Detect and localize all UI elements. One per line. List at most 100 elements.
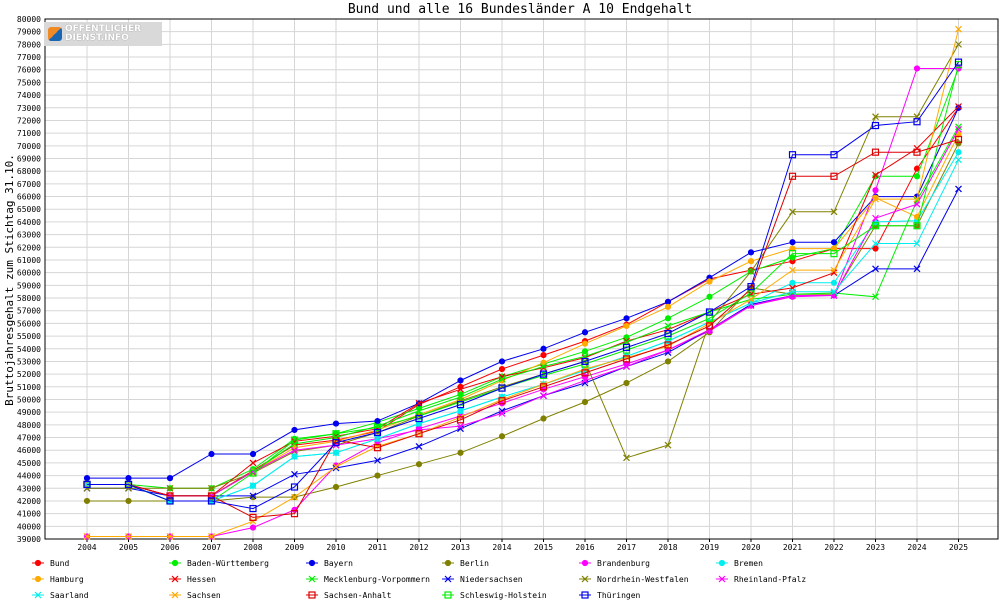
- y-tick-label: 78000: [17, 40, 41, 49]
- data-point: [581, 348, 589, 355]
- data-point: [830, 239, 838, 246]
- data-point: [291, 453, 298, 460]
- series-line: [87, 68, 959, 537]
- y-tick-label: 50000: [17, 395, 41, 404]
- data-point: [747, 283, 755, 291]
- x-tick-label: 2011: [368, 543, 387, 552]
- legend-marker: [718, 559, 726, 567]
- legend-label: Thüringen: [597, 591, 641, 600]
- legend: Bund Baden-Württemberg Bayern Berlin Branden…: [32, 559, 806, 600]
- legend-item: Schleswig-Holstein: [442, 591, 547, 600]
- x-tick-label: 2021: [783, 543, 802, 552]
- series-0: [83, 104, 962, 499]
- y-tick-label: 68000: [17, 167, 41, 176]
- legend-label: Sachsen-Anhalt: [324, 591, 392, 600]
- y-tick-label: 74000: [17, 91, 41, 100]
- data-point: [913, 118, 921, 126]
- x-tick-label: 2007: [202, 543, 221, 552]
- legend-item: Thüringen: [579, 591, 641, 600]
- data-point: [208, 450, 215, 458]
- y-tick-label: 76000: [17, 66, 41, 75]
- data-point: [788, 250, 797, 258]
- legend-label: Nordrhein-Westfalen: [597, 575, 689, 584]
- x-tick-label: 2018: [658, 543, 677, 552]
- y-tick-label: 53000: [17, 357, 41, 366]
- series-line: [87, 129, 959, 497]
- data-point: [664, 322, 672, 330]
- x-tick-label: 2014: [492, 543, 511, 552]
- axes: 39000 40000 41000 42000 43000 44000 45000 46000…: [17, 15, 999, 552]
- x-tick-label: 2024: [907, 543, 926, 552]
- series-2: [83, 104, 962, 482]
- data-point: [955, 123, 962, 131]
- data-point: [456, 416, 465, 424]
- data-point: [955, 185, 962, 193]
- data-point: [664, 341, 672, 349]
- data-point: [332, 463, 340, 471]
- legend-label: Hamburg: [50, 575, 84, 584]
- data-point: [457, 422, 464, 430]
- data-point: [955, 104, 962, 111]
- y-tick-label: 61000: [17, 256, 41, 265]
- legend-label: Saarland: [50, 591, 89, 600]
- data-point: [415, 442, 423, 450]
- legend-item: Hamburg: [32, 575, 84, 584]
- y-tick-label: 49000: [17, 408, 41, 417]
- legend-item: Mecklenburg-Vorpommern: [306, 575, 430, 584]
- series-line: [87, 107, 959, 479]
- x-tick-label: 2019: [700, 543, 719, 552]
- data-point: [457, 385, 464, 393]
- data-point: [249, 450, 257, 458]
- data-point: [622, 355, 631, 363]
- data-point: [208, 484, 215, 492]
- legend-marker: [171, 575, 179, 583]
- data-point: [955, 25, 962, 33]
- x-tick-label: 2005: [119, 543, 138, 552]
- data-point: [872, 171, 879, 179]
- data-point: [788, 172, 797, 180]
- legend-marker: [34, 591, 42, 599]
- legend-marker: [718, 575, 726, 583]
- data-point: [581, 377, 589, 384]
- y-tick-label: 72000: [17, 116, 41, 125]
- y-tick-label: 79000: [17, 28, 41, 37]
- data-point: [415, 399, 423, 407]
- data-point: [332, 430, 340, 438]
- legend-marker: [308, 575, 316, 583]
- data-point: [540, 359, 547, 366]
- legend-item: Nordrhein-Westfalen: [579, 575, 689, 584]
- data-point: [291, 493, 298, 501]
- y-tick-label: 59000: [17, 281, 41, 290]
- data-point: [125, 475, 132, 482]
- data-point: [291, 446, 298, 454]
- data-point: [249, 517, 257, 525]
- series-line: [87, 68, 959, 489]
- legend-label: Niedersachsen: [460, 575, 523, 584]
- site-logo[interactable]: ÖFFENTLICHER DIENST.INFO: [44, 22, 162, 46]
- data-point: [789, 239, 796, 246]
- data-point: [332, 483, 340, 491]
- data-point: [623, 315, 630, 322]
- data-point: [871, 121, 880, 130]
- data-point: [374, 435, 381, 443]
- data-point: [830, 151, 838, 159]
- legend-label: Bund: [50, 559, 69, 568]
- data-point: [415, 461, 423, 468]
- data-point: [540, 345, 547, 352]
- legend-item: Niedersachsen: [442, 575, 523, 584]
- data-point: [623, 454, 630, 462]
- series-line: [87, 44, 959, 489]
- x-tick-label: 2009: [285, 543, 304, 552]
- legend-marker: [581, 591, 589, 599]
- data-point: [207, 492, 216, 500]
- data-point: [540, 415, 547, 422]
- legend-marker: [581, 575, 589, 583]
- data-point: [373, 444, 382, 452]
- y-tick-label: 71000: [17, 129, 41, 138]
- data-point: [913, 173, 921, 180]
- data-point: [539, 370, 548, 378]
- y-tick-label: 73000: [17, 104, 41, 113]
- series-7: [83, 103, 962, 500]
- data-point: [539, 383, 548, 391]
